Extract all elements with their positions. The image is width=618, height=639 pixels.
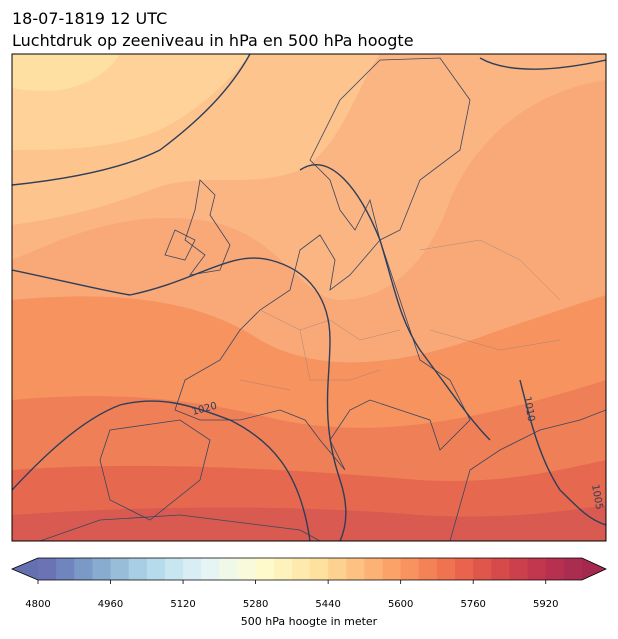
colorbar-band [527,558,547,580]
colorbar-band [183,558,202,580]
colorbar-tick-label: 4960 [98,599,123,610]
colorbar-band [491,558,510,580]
colorbar-band [346,558,365,580]
coastline [99,419,211,521]
isobar-label: 1010 [521,396,536,423]
colorbar-band [201,558,220,580]
isobar [129,257,347,541]
height-band [12,54,120,91]
colorbar-band [255,558,275,580]
colorbar-band [328,558,347,580]
colorbar-band [92,558,112,580]
height-band [12,505,606,541]
map-subtitle: Luchtdruk op zeeniveau in hPa en 500 hPa… [12,31,414,50]
coastline [449,409,606,541]
coastline [164,229,196,261]
colorbar-band [455,558,474,580]
colorbar: 4800 4960 5120 5280 5440 5600 5760 5920 [10,557,607,610]
isobar [12,269,131,296]
isobar [12,54,251,186]
colorbar-band [436,558,456,580]
colorbar-band [128,558,148,580]
colorbar-band [74,558,93,580]
colorbar-band [364,558,384,580]
isobar [299,164,491,441]
isobar [12,400,311,541]
colorbar-tick-label: 5120 [170,599,195,610]
colorbar-under [12,558,38,580]
isobar [519,379,606,526]
colorbar-tick-label: 5760 [460,599,485,610]
colorbar-tick-label: 4800 [25,599,50,610]
colorbar-tick-label: 5440 [315,599,340,610]
colorbar-band [545,558,565,580]
colorbar-band [400,558,420,580]
colorbar-band [237,558,257,580]
colorbar-band [110,558,130,580]
colorbar-over [582,558,606,580]
colorbar-band [146,558,166,580]
colorbar-band [473,558,492,580]
coastline [184,179,231,276]
colorbar-tick-label: 5280 [243,599,268,610]
colorbar-band [56,558,75,580]
colorbar-band [291,558,311,580]
colorbar-band [38,558,57,580]
coastline [174,234,471,471]
coastline [309,57,471,241]
map-title: 18-07-1819 12 UTC [12,9,167,28]
border [239,239,561,391]
coastline [39,514,321,541]
colorbar-band [310,558,329,580]
isobar [479,57,606,70]
colorbar-label: 500 hPa hoogte in meter [241,615,378,628]
colorbar-band [563,558,583,580]
colorbar-band [382,558,402,580]
colorbar-band [164,558,184,580]
colorbar-tick-label: 5600 [388,599,413,610]
colorbar-band [273,558,293,580]
colorbar-band [509,558,529,580]
colorbar-band [219,558,238,580]
map-area [12,54,606,541]
isobar-label: 1005 [589,484,604,511]
map-frame [11,53,607,542]
colorbar-outline [10,557,607,581]
colorbar-tick-label: 5920 [533,599,558,610]
colorbar-band [418,558,438,580]
